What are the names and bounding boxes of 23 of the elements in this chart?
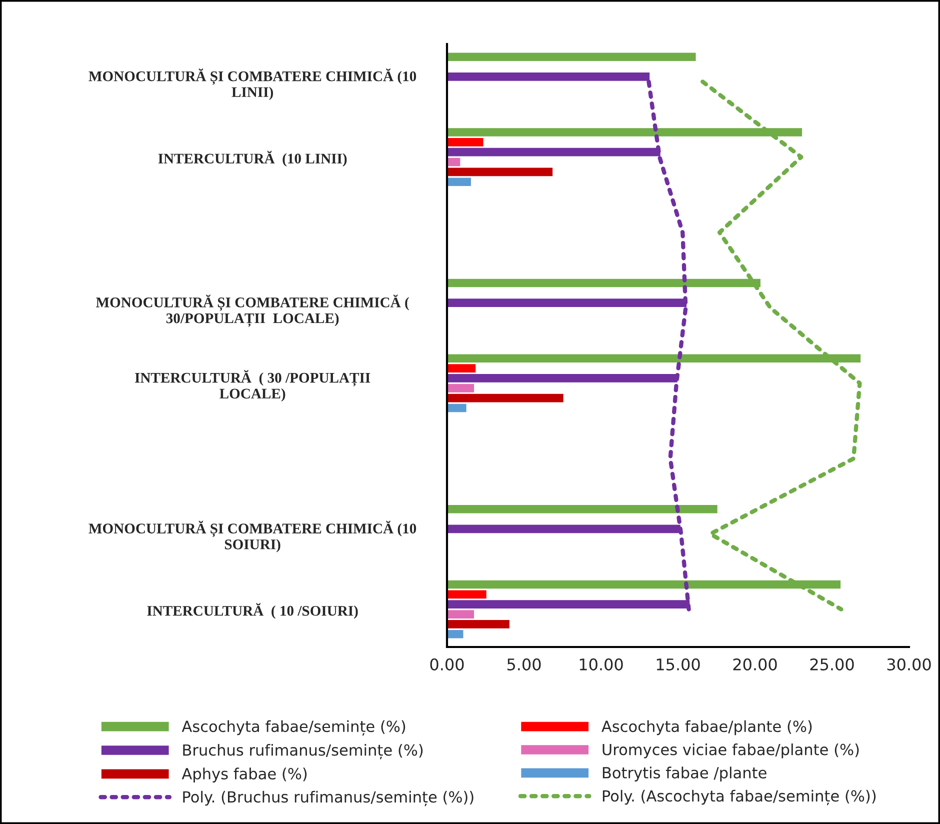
- legend-label: Bruchus rufimanus/semințe (%): [183, 744, 423, 760]
- x-tick-label: 20.00: [733, 658, 777, 670]
- y-tick-label: MONOCULTURĂ ȘI COMBATERE CHIMICĂ (10 SOIURI): [88, 520, 416, 552]
- legend-label: Aphys fabae (%): [182, 768, 307, 782]
- legend-label: Poly. (Ascochyta fabae/semințe (%)): [602, 790, 876, 806]
- y-tick-label: INTERCULTURĂ (10 LINII): [158, 150, 347, 166]
- bar: [447, 504, 719, 515]
- legend-label: Botrytis fabae /plante: [602, 766, 766, 782]
- x-tick-label: 10.00: [580, 658, 623, 670]
- legend-label: Ascochyta fabae/plante (%): [602, 720, 812, 736]
- x-tick-label: 30.00: [887, 658, 931, 670]
- x-tick-label: 0.00: [430, 658, 464, 670]
- legend-label: Uromyces viciae fabae/plante (%): [602, 743, 859, 758]
- y-tick-label: MONOCULTURĂ ȘI COMBATERE CHIMICĂ ( 30/POPULAȚII LOCALE): [96, 294, 409, 327]
- y-tick-label: MONOCULTURĂ ȘI COMBATERE CHIMICĂ (10 LINII): [88, 68, 416, 100]
- y-tick-label: INTERCULTURĂ ( 10 /SOIURI): [147, 603, 358, 619]
- x-tick-label: 25.00: [810, 658, 854, 670]
- legend-label: Poly. (Bruchus rufimanus/semințe (%)): [183, 790, 474, 806]
- bar: [447, 51, 698, 62]
- x-tick-label: 5.00: [507, 658, 541, 670]
- x-tick-label: 15.00: [656, 658, 700, 670]
- y-tick-label: INTERCULTURĂ ( 30 /POPULAȚII LOCALE): [135, 370, 370, 402]
- legend-label: Ascochyta fabae/semințe (%): [182, 720, 406, 736]
